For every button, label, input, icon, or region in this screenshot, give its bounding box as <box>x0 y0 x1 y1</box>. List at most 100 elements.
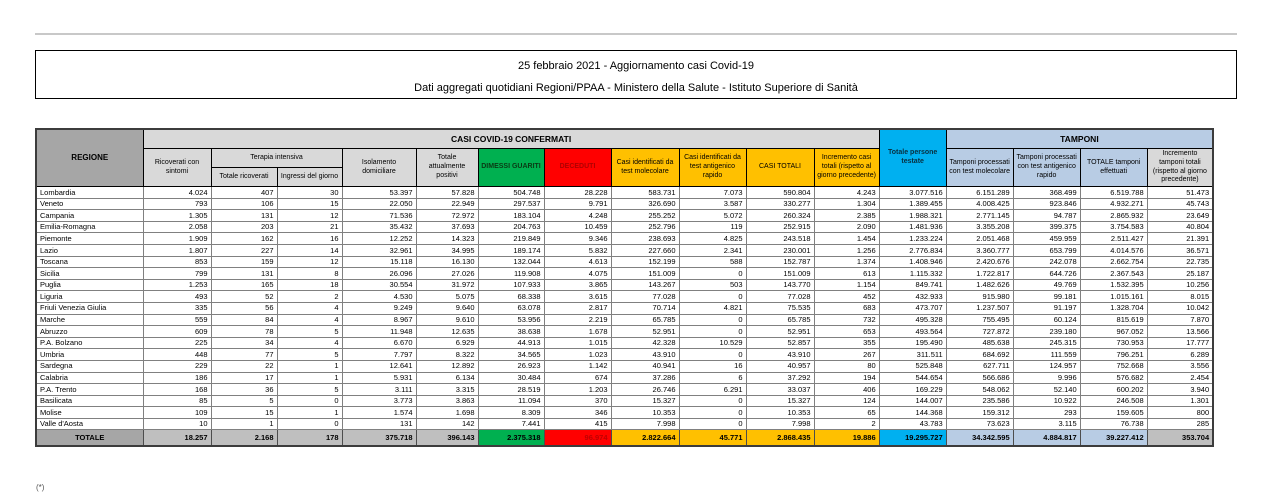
value-cell: 15.327 <box>745 394 815 408</box>
value-cell: 653 <box>813 325 880 338</box>
value-cell: 493 <box>142 290 212 303</box>
value-cell: 10.256 <box>1146 278 1214 292</box>
value-cell: 17.777 <box>1146 336 1214 350</box>
total-value-cell: 19.886 <box>813 429 880 447</box>
value-cell: 0 <box>678 417 747 431</box>
value-cell: 3.355.208 <box>945 220 1014 234</box>
table-row: Veneto 793 106 15 22.050 22.949 297.537 9.791 32… <box>35 197 1214 211</box>
value-cell: 227.660 <box>610 243 680 257</box>
value-cell: 1.015.161 <box>1079 290 1148 303</box>
value-cell: 0 <box>276 417 343 431</box>
value-cell: 3.111 <box>341 383 417 396</box>
value-cell: 3.754.583 <box>1079 220 1148 234</box>
value-cell: 204.763 <box>477 220 545 234</box>
value-cell: 3.773 <box>341 394 417 408</box>
value-cell: 1.203 <box>543 383 612 396</box>
value-cell: 752.668 <box>1079 359 1148 373</box>
value-cell: 2.771.145 <box>945 209 1014 222</box>
value-cell: 588 <box>678 255 747 269</box>
value-cell: 124.957 <box>1012 359 1081 373</box>
value-cell: 1.253 <box>142 278 212 292</box>
value-cell: 11.948 <box>341 325 417 338</box>
value-cell: 683 <box>813 301 880 315</box>
value-cell: 23.649 <box>1146 209 1214 222</box>
group-header-casi-confermati: CASI COVID-19 CONFERMATI <box>142 128 880 149</box>
value-cell: 8 <box>276 267 343 280</box>
value-cell: 52.951 <box>610 325 680 338</box>
region-cell: Campania <box>35 209 144 222</box>
value-cell: 6.519.788 <box>1079 186 1148 199</box>
region-cell: P.A. Bolzano <box>35 336 144 350</box>
value-cell: 1.678 <box>543 325 612 338</box>
value-cell: 406 <box>813 383 880 396</box>
value-cell: 169.229 <box>878 383 947 396</box>
total-row: TOTALE 18.257 2.168 178 375.718 396.143 2.375.… <box>35 429 1214 447</box>
value-cell: 355 <box>813 336 880 350</box>
value-cell: 2.341 <box>678 243 747 257</box>
value-cell: 63.078 <box>477 301 545 315</box>
value-cell: 22.949 <box>415 197 479 211</box>
value-cell: 1.015 <box>543 336 612 350</box>
table-row: Friuli Venezia Giulia 335 56 4 9.249 9.640 63.… <box>35 301 1214 315</box>
value-cell: 8.015 <box>1146 290 1214 303</box>
value-cell: 5 <box>276 383 343 396</box>
value-cell: 407 <box>210 186 278 199</box>
value-cell: 84 <box>210 313 278 327</box>
value-cell: 4 <box>276 301 343 315</box>
value-cell: 297.537 <box>477 197 545 211</box>
value-cell: 285 <box>1146 417 1214 431</box>
value-cell: 159.312 <box>945 406 1014 419</box>
col-header-casi-molecolare: Casi identificati da test molecolare <box>610 148 680 187</box>
total-value-cell: 353.704 <box>1146 429 1214 447</box>
value-cell: 5 <box>276 348 343 361</box>
total-value-cell: 2.822.664 <box>610 429 680 447</box>
value-cell: 12 <box>276 255 343 269</box>
value-cell: 189.174 <box>477 243 545 257</box>
value-cell: 235.586 <box>945 394 1014 408</box>
value-cell: 915.980 <box>945 290 1014 303</box>
value-cell: 186 <box>142 371 212 385</box>
value-cell: 1 <box>276 371 343 385</box>
value-cell: 4.248 <box>543 209 612 222</box>
table-row: P.A. Bolzano 225 34 4 6.670 6.929 44.913 1.015 4… <box>35 336 1214 350</box>
value-cell: 243.518 <box>745 232 815 245</box>
value-cell: 56 <box>210 301 278 315</box>
region-cell: Lazio <box>35 243 144 257</box>
value-cell: 3.077.516 <box>878 186 947 199</box>
value-cell: 3.940 <box>1146 383 1214 396</box>
table-row: Calabria 186 17 1 5.931 6.134 30.484 674 37.286 6… <box>35 371 1214 385</box>
total-value-cell: 19.295.727 <box>878 429 947 447</box>
group-header-tamponi: TAMPONI <box>945 128 1214 149</box>
value-cell: 9.791 <box>543 197 612 211</box>
value-cell: 111.559 <box>1012 348 1081 361</box>
value-cell: 335 <box>142 301 212 315</box>
top-divider <box>35 33 1237 35</box>
value-cell: 1 <box>276 359 343 373</box>
value-cell: 5.072 <box>678 209 747 222</box>
value-cell: 6.291 <box>678 383 747 396</box>
col-header-regione: REGIONE <box>35 128 144 187</box>
value-cell: 78 <box>210 325 278 338</box>
value-cell: 143.770 <box>745 278 815 292</box>
value-cell: 194 <box>813 371 880 385</box>
value-cell: 1.256 <box>813 243 880 257</box>
col-header-tamponi-totale: TOTALE tamponi effettuati <box>1079 148 1148 187</box>
value-cell: 16.130 <box>415 255 479 269</box>
col-header-incremento-tamponi: Incremento tamponi totali (rispetto al g… <box>1146 148 1214 187</box>
value-cell: 60.124 <box>1012 313 1081 327</box>
value-cell: 674 <box>543 371 612 385</box>
value-cell: 36 <box>210 383 278 396</box>
region-cell: Calabria <box>35 371 144 385</box>
value-cell: 9.346 <box>543 232 612 245</box>
value-cell: 600.202 <box>1079 383 1148 396</box>
value-cell: 7.797 <box>341 348 417 361</box>
value-cell: 1.481.936 <box>878 220 947 234</box>
value-cell: 203 <box>210 220 278 234</box>
value-cell: 15.118 <box>341 255 417 269</box>
value-cell: 245.315 <box>1012 336 1081 350</box>
value-cell: 142 <box>415 417 479 431</box>
value-cell: 99.181 <box>1012 290 1081 303</box>
value-cell: 2.385 <box>813 209 880 222</box>
value-cell: 849.741 <box>878 278 947 292</box>
value-cell: 52 <box>210 290 278 303</box>
